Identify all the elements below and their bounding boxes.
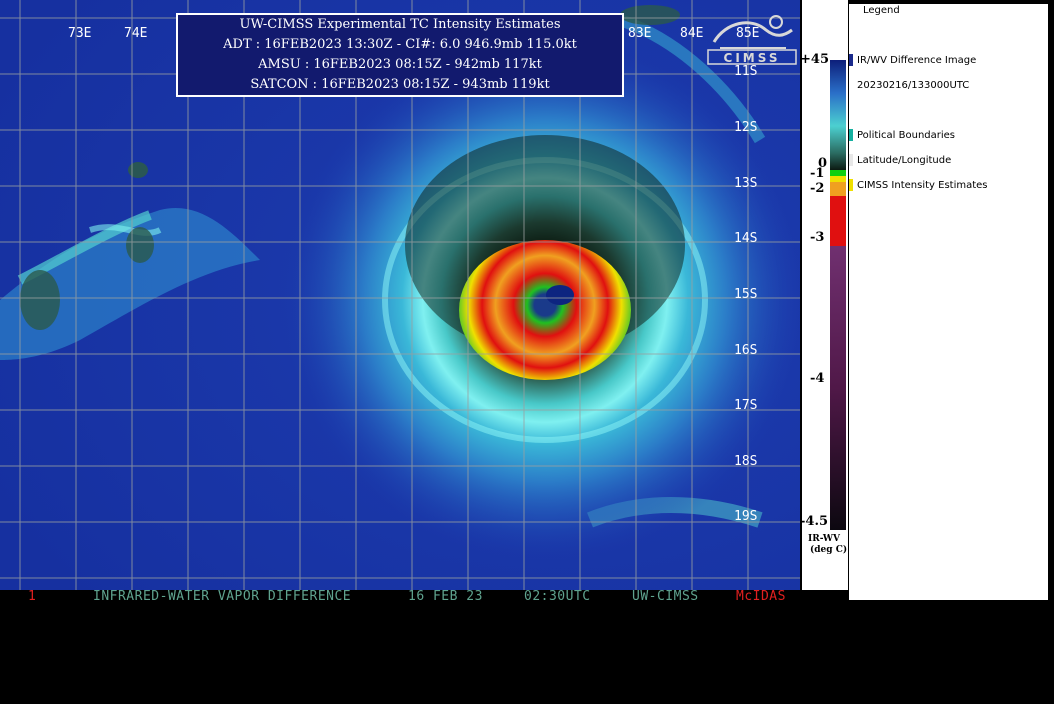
- colorbar-tick: 0: [818, 156, 828, 171]
- colorbar-tick: -4.5: [800, 514, 829, 529]
- colorbar-units: (deg C): [810, 545, 848, 555]
- colorbar-tick: -2: [810, 181, 825, 196]
- legend-item[interactable]: IR/WV Difference Image: [849, 54, 976, 66]
- legend-swatch: [849, 54, 853, 66]
- latitude-label: 15S: [734, 287, 758, 302]
- longitude-label: 84E: [680, 26, 704, 41]
- legend-swatch: [849, 154, 853, 166]
- latitude-label: 18S: [734, 454, 758, 469]
- image-date: 16 FEB 23: [408, 589, 483, 604]
- source-label: UW-CIMSS: [632, 589, 699, 604]
- latitude-label: 16S: [734, 343, 758, 358]
- longitude-label: 83E: [628, 26, 652, 41]
- image-time: 02:30UTC: [524, 589, 591, 604]
- frame-number: 1: [28, 589, 37, 604]
- latitude-label: 17S: [734, 398, 758, 413]
- adt-estimate: ADT : 16FEB2023 13:30Z - CI#: 6.0 946.9m…: [223, 37, 577, 52]
- longitude-label: 73E: [68, 26, 92, 41]
- colorbar-tick: -4: [810, 371, 825, 386]
- latitude-label: 13S: [734, 176, 758, 191]
- amsu-estimate: AMSU : 16FEB2023 08:15Z - 942mb 117kt: [258, 57, 542, 72]
- satcon-estimate: SATCON : 16FEB2023 08:15Z - 943mb 119kt: [250, 77, 550, 92]
- legend-item-label: Latitude/Longitude: [857, 155, 952, 166]
- latitude-label: 12S: [734, 120, 758, 135]
- latitude-label: 14S: [734, 231, 758, 246]
- bottom-area: [0, 604, 1054, 704]
- status-bar: 1 INFRARED-WATER VAPOR DIFFERENCE 16 FEB…: [0, 589, 802, 604]
- latitude-label: 11S: [734, 64, 758, 79]
- cimss-logo: CIMSS: [707, 15, 797, 65]
- legend-title: Legend: [863, 5, 900, 16]
- legend-item-label: CIMSS Intensity Estimates: [857, 180, 988, 191]
- legend-item: 20230216/133000UTC: [849, 79, 969, 91]
- logo-text: CIMSS: [724, 51, 781, 65]
- colorbar-units: IR-WV: [808, 534, 841, 544]
- longitude-label: 85E: [736, 26, 760, 41]
- legend-item-label: 20230216/133000UTC: [857, 80, 970, 91]
- colorbar: +45 0 -1 -2 -3 -4 -4.5 IR-WV (deg C): [800, 0, 848, 590]
- legend-item[interactable]: CIMSS Intensity Estimates: [849, 179, 988, 191]
- legend-panel: Legend IR/WV Difference Image 20230216/1…: [849, 4, 1048, 600]
- colorbar-tick: -1: [810, 166, 825, 181]
- legend-item[interactable]: Latitude/Longitude: [849, 154, 951, 166]
- legend-swatch: [849, 79, 853, 91]
- satellite-image: [0, 0, 800, 590]
- product-name: INFRARED-WATER VAPOR DIFFERENCE: [93, 589, 352, 604]
- intensity-estimates-box: UW-CIMSS Experimental TC Intensity Estim…: [176, 13, 624, 97]
- legend-swatch: [849, 179, 853, 191]
- legend-item-label: Political Boundaries: [857, 130, 956, 141]
- legend-item[interactable]: Political Boundaries: [849, 129, 955, 141]
- colorbar-tick: +45: [800, 52, 829, 67]
- latitude-label: 19S: [734, 509, 758, 524]
- colorbar-tick: -3: [810, 230, 825, 245]
- software-label: McIDAS: [736, 589, 786, 604]
- colorbar-gradient: [830, 60, 846, 530]
- longitude-label: 74E: [124, 26, 148, 41]
- legend-swatch: [849, 129, 853, 141]
- legend-item-label: IR/WV Difference Image: [857, 55, 977, 66]
- info-title: UW-CIMSS Experimental TC Intensity Estim…: [239, 17, 561, 32]
